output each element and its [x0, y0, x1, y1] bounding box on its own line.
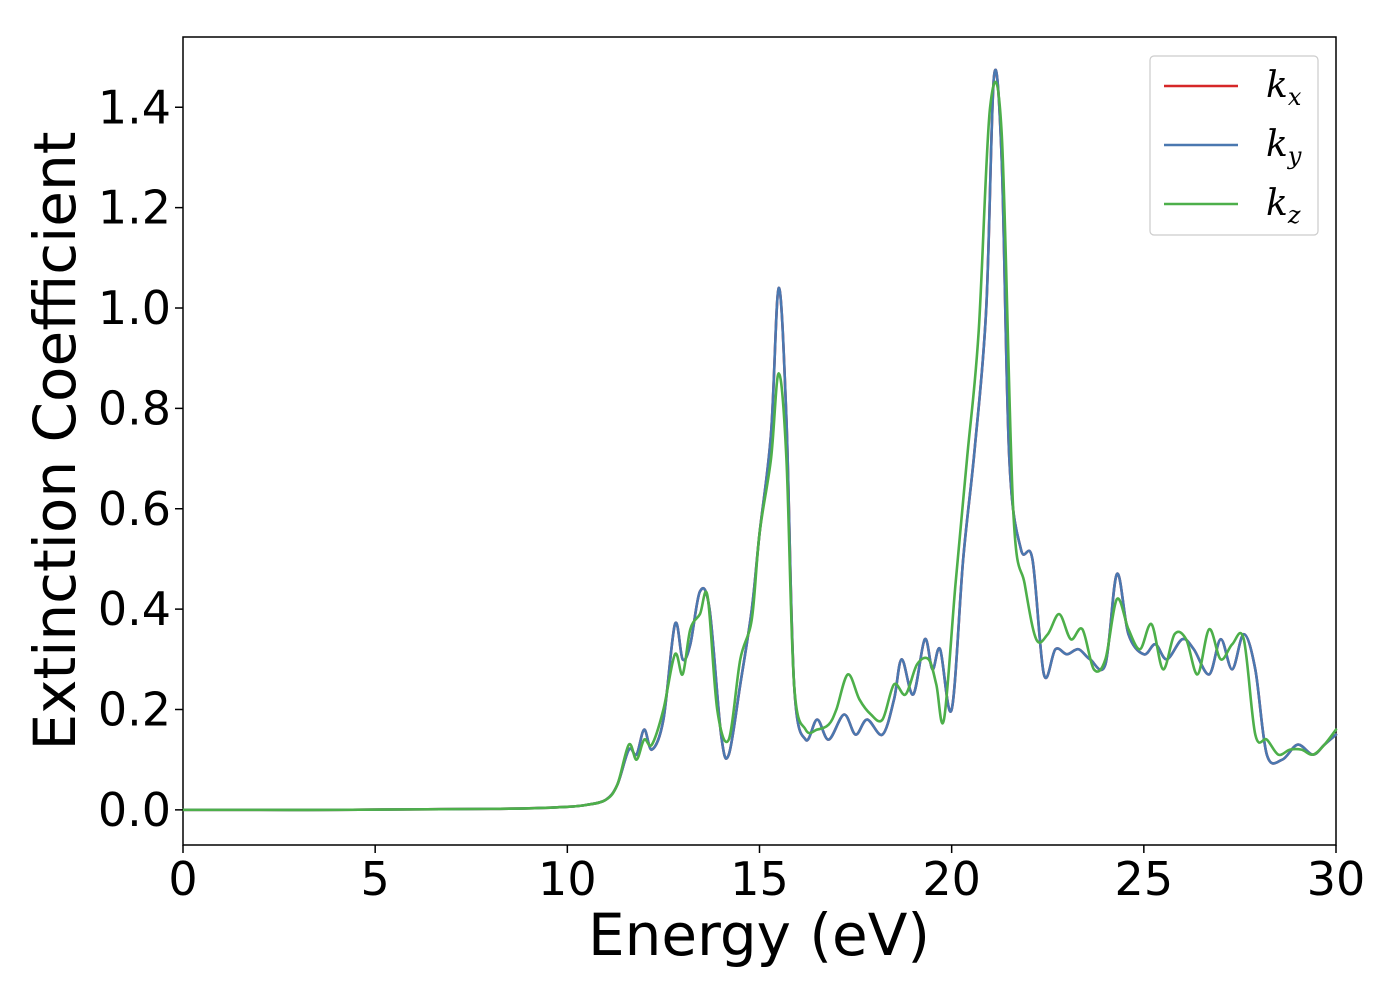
- x-tick-label: 30: [1307, 852, 1366, 906]
- x-tick-label: 20: [922, 852, 981, 906]
- y-tick-label: 1.4: [98, 80, 171, 134]
- y-tick-label: 0.6: [98, 482, 171, 536]
- x-axis-ticks: 0 5 10 15 20 25 30: [168, 845, 1365, 906]
- x-tick-label: 15: [730, 852, 789, 906]
- y-tick-label: 0.0: [98, 783, 171, 837]
- x-tick-label: 5: [361, 852, 390, 906]
- y-tick-label: 1.0: [98, 281, 171, 335]
- legend-item-k-x: kx: [1164, 65, 1302, 111]
- y-tick-label: 0.8: [98, 381, 171, 435]
- y-tick-label: 0.2: [98, 682, 171, 736]
- y-tick-label: 1.2: [98, 181, 171, 235]
- y-axis-label: Extinction Coefficient: [21, 132, 89, 751]
- x-tick-label: 25: [1115, 852, 1174, 906]
- series-layer: [181, 68, 1338, 812]
- x-tick-label: 0: [168, 852, 197, 906]
- x-axis-label: Energy (eV): [588, 901, 930, 969]
- y-axis-ticks: 0.0 0.2 0.4 0.6 0.8 1.0 1.2 1.4: [98, 80, 183, 837]
- y-tick-label: 0.4: [98, 582, 171, 636]
- x-tick-label: 10: [538, 852, 597, 906]
- series-line-k-z: [181, 80, 1338, 812]
